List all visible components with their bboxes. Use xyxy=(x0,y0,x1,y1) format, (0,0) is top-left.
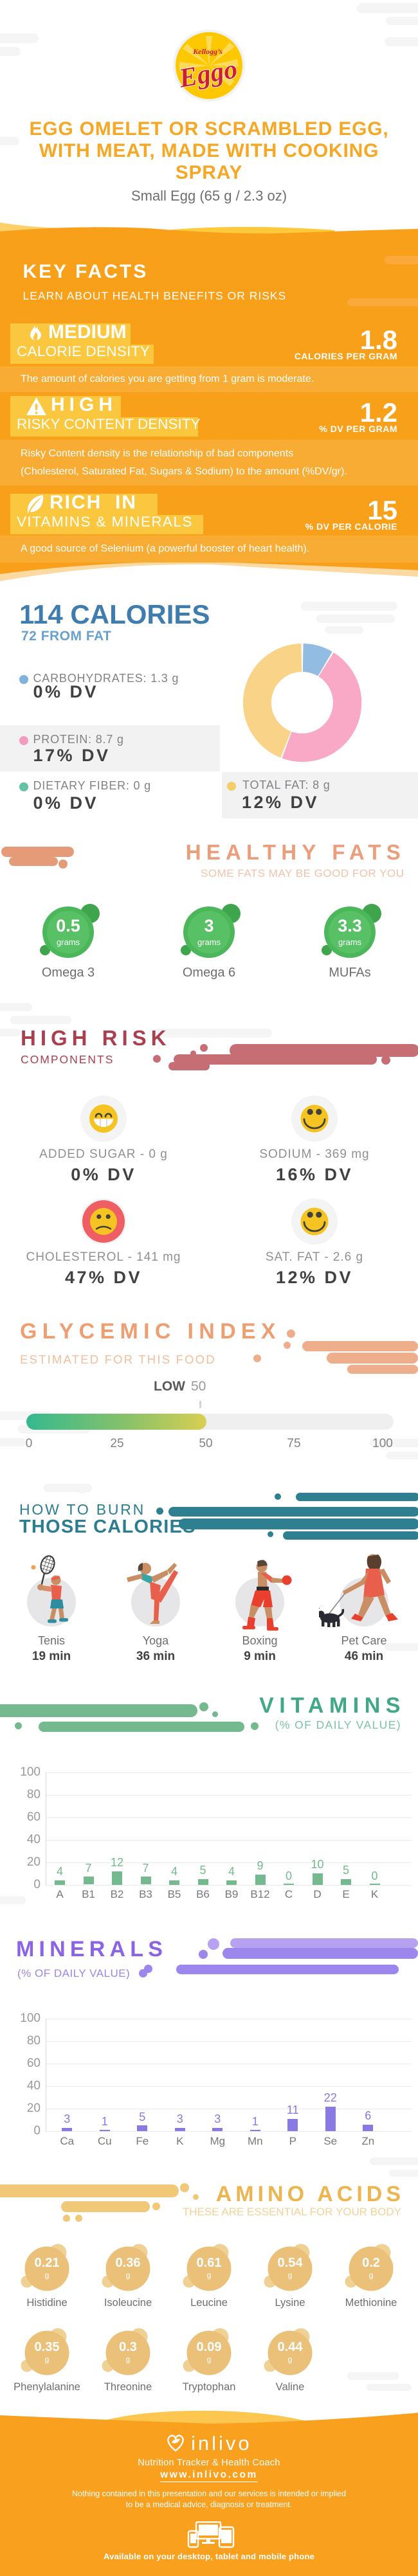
svg-text:3.3: 3.3 xyxy=(338,916,362,935)
svg-text:0.54: 0.54 xyxy=(278,2256,304,2270)
svg-text:0.2: 0.2 xyxy=(362,2256,380,2270)
svg-text:Kellogg’s: Kellogg’s xyxy=(192,47,223,56)
svg-text:g: g xyxy=(45,2355,50,2364)
svg-text:0.35: 0.35 xyxy=(35,2340,60,2354)
svg-text:g: g xyxy=(207,2271,212,2280)
svg-text:g: g xyxy=(369,2271,374,2280)
svg-text:0.21: 0.21 xyxy=(35,2256,60,2270)
svg-text:0.44: 0.44 xyxy=(278,2340,304,2354)
svg-text:3: 3 xyxy=(204,916,214,935)
svg-text:g: g xyxy=(288,2271,293,2280)
svg-text:grams: grams xyxy=(57,937,80,947)
svg-text:0.61: 0.61 xyxy=(197,2256,222,2270)
svg-text:g: g xyxy=(126,2271,131,2280)
svg-text:grams: grams xyxy=(338,937,362,947)
svg-text:0.09: 0.09 xyxy=(197,2340,222,2354)
svg-text:g: g xyxy=(207,2355,212,2364)
svg-text:g: g xyxy=(288,2355,293,2364)
svg-text:g: g xyxy=(126,2355,131,2364)
svg-text:0.36: 0.36 xyxy=(116,2256,141,2270)
svg-text:g: g xyxy=(45,2271,50,2280)
svg-text:grams: grams xyxy=(197,937,221,947)
svg-text:0.5: 0.5 xyxy=(56,916,80,935)
svg-text:0.3: 0.3 xyxy=(119,2340,137,2354)
